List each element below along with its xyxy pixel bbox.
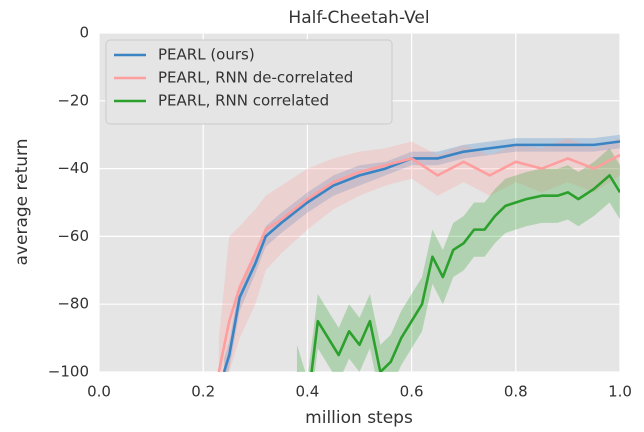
confidence-band — [296, 148, 620, 372]
y-tick-label: 0 — [79, 24, 89, 42]
y-tick-label: −20 — [57, 91, 89, 109]
x-tick-label: 1.0 — [608, 383, 632, 401]
series-line — [296, 174, 620, 372]
x-tick-label: 0.4 — [295, 383, 319, 401]
y-tick-label: −80 — [57, 295, 89, 313]
x-axis-label: million steps — [305, 408, 413, 428]
y-tick-label: −60 — [57, 227, 89, 245]
legend-box — [105, 39, 393, 125]
y-tick-label: −100 — [48, 363, 89, 381]
x-tick-label: 0.6 — [400, 383, 424, 401]
series-line — [222, 140, 620, 372]
x-tick-label: 0.0 — [87, 383, 111, 401]
legend-label: PEARL, RNN de-correlated — [158, 69, 353, 87]
confidence-band — [224, 134, 620, 372]
legend-label: PEARL, RNN correlated — [158, 92, 329, 110]
x-tick-label: 0.8 — [504, 383, 528, 401]
series-line — [217, 153, 620, 372]
legend-label: PEARL (ours) — [158, 46, 255, 64]
chart-title: Half-Cheetah-Vel — [288, 8, 429, 28]
confidence-band — [218, 138, 620, 372]
x-tick-label: 0.2 — [191, 383, 215, 401]
y-tick-label: −40 — [57, 159, 89, 177]
y-axis-label: average return — [12, 139, 32, 266]
